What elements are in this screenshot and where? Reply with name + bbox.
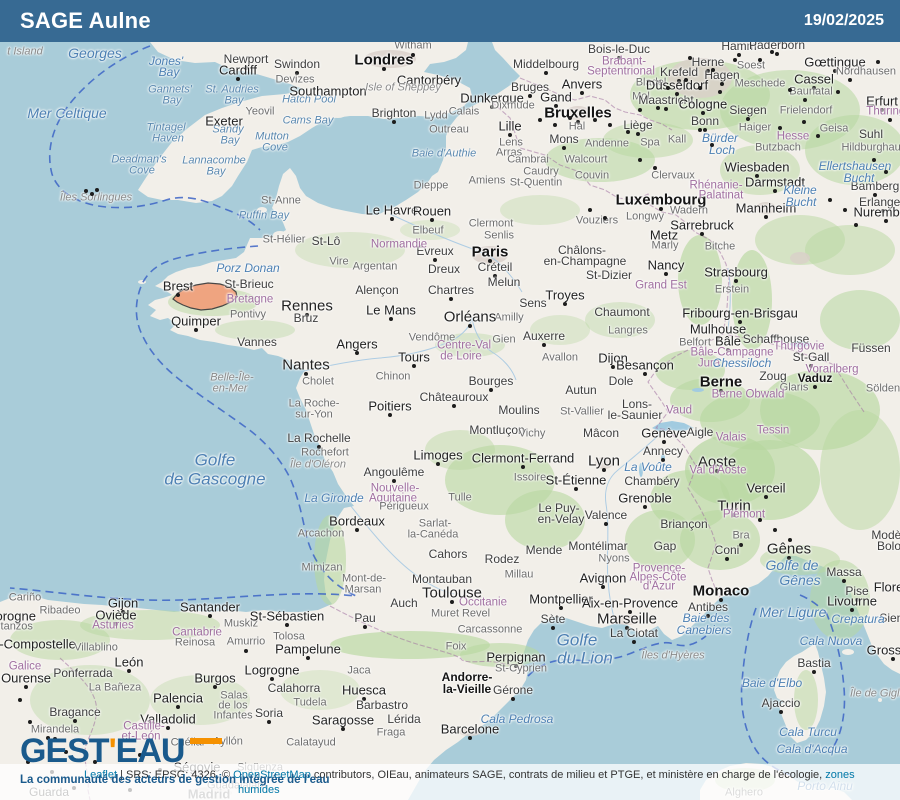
isle-of-wight (330, 110, 346, 118)
landmass-britain (138, 42, 472, 203)
landmass-continent (0, 42, 900, 800)
page-title: SAGE Aulne (20, 8, 151, 33)
zones-humides-link-wrap[interactable]: humides (238, 784, 280, 796)
osm-link[interactable]: OpenStreetMap (233, 769, 311, 781)
channel-island (257, 207, 267, 213)
maritime-boundaries (9, 45, 846, 777)
attribution-bar: Leaflet | SRS: EPSG: 4326, © OpenStreetM… (0, 764, 900, 800)
gesteau-logo-text: GEST'EAU (20, 734, 330, 768)
map-viewport[interactable]: t Island Georges Jones' Bay Mer Celtique Gann… (0, 42, 900, 800)
attribution-srs: | SRS: EPSG: 4326, © (117, 769, 234, 781)
gesteau-tagline: La communauté des acteurs de gestion int… (20, 774, 330, 786)
attribution-text: Leaflet | SRS: EPSG: 4326, © OpenStreetM… (84, 769, 855, 781)
island-ouessant (138, 280, 146, 284)
logo-eau: EAU (115, 732, 186, 770)
vegetation-patches (10, 60, 900, 792)
sage-aulne-polygon[interactable] (172, 282, 238, 311)
island-giglio (878, 698, 882, 702)
map-canvas (0, 42, 900, 800)
country-borders (59, 77, 865, 800)
rivers (299, 213, 731, 625)
logo-orange-dash (190, 738, 223, 744)
app-header: SAGE Aulne 19/02/2025 (0, 0, 900, 42)
leaflet-link[interactable]: Leaflet (84, 769, 118, 781)
logo-gest: GEST (20, 732, 110, 770)
zones-humides-link[interactable]: zones (825, 769, 855, 781)
island-elba (842, 649, 854, 655)
logo-apostrophe: ' (108, 732, 117, 770)
attribution-middle: contributors, OIEau, animateurs SAGE, co… (310, 769, 826, 781)
gesteau-logo: GEST'EAU La communauté des acteurs de ge… (20, 734, 330, 786)
header-date: 19/02/2025 (803, 12, 884, 29)
